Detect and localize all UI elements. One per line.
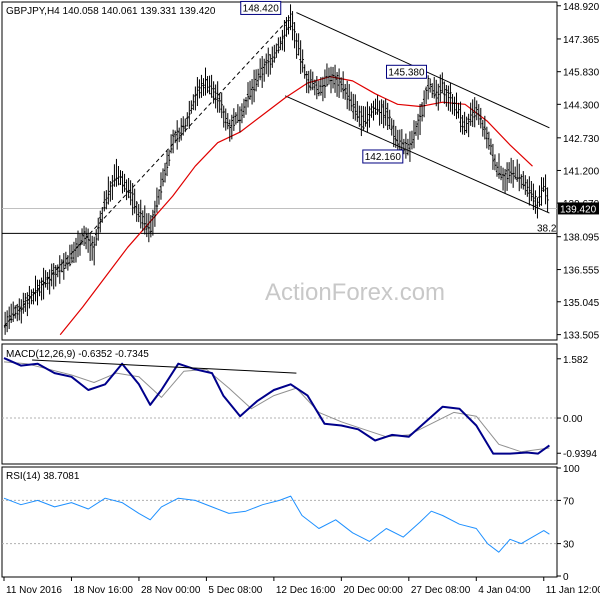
x-tick-label: 27 Dec 08:00 xyxy=(411,585,471,596)
price-annotation-label: 148.420 xyxy=(243,3,280,14)
rsi-y-tick-label: 30 xyxy=(563,540,575,551)
macd-y-axis: 1.582 0.00 -0.9394 xyxy=(557,355,597,460)
price-y-axis: 133.505135.045136.555138.095139.670141.2… xyxy=(557,2,600,342)
rsi-y-axis: 100 70 30 0 xyxy=(557,464,580,583)
rsi-panel-title: RSI(14) 38.7081 xyxy=(6,471,80,482)
channel-lower-line xyxy=(284,95,550,214)
watermark: ActionForex.com xyxy=(265,279,445,306)
fib-level-label: 38.2 xyxy=(537,223,557,234)
macd-marks xyxy=(2,357,557,455)
x-tick-label: 12 Dec 16:00 xyxy=(276,585,336,596)
price-y-tick-label: 145.830 xyxy=(563,68,600,79)
macd-y-tick-label: -0.9394 xyxy=(563,449,597,460)
price-y-tick-label: 138.095 xyxy=(563,233,600,244)
price-y-tick-label: 135.045 xyxy=(563,298,600,309)
price-panel: ActionForex.com 38.2 148.420 145.380 142.16… xyxy=(1,0,600,342)
price-y-tick-label: 147.365 xyxy=(563,35,600,46)
macd-line xyxy=(3,357,550,455)
price-y-tick-label: 148.920 xyxy=(563,2,600,13)
x-tick-label: 4 Jan 04:00 xyxy=(478,585,531,596)
macd-trendline xyxy=(32,359,297,374)
price-marks: 38.2 148.420 145.380 142.160 xyxy=(2,0,557,336)
price-annotation-box xyxy=(385,64,427,79)
price-y-tick-label: 141.200 xyxy=(563,166,600,177)
macd-signal-line xyxy=(3,361,550,453)
x-tick-label: 20 Dec 00:00 xyxy=(343,585,403,596)
price-annotation-label: 142.160 xyxy=(365,152,402,163)
last-price-marker xyxy=(558,202,599,215)
price-annotation-box xyxy=(362,149,404,164)
price-annotation-box xyxy=(240,0,282,15)
price-y-tick-label: 142.730 xyxy=(563,134,600,145)
x-tick-label: 11 Nov 2016 xyxy=(6,585,62,596)
macd-y-tick-label: 0.00 xyxy=(563,414,583,425)
time-axis: 11 Nov 2016 18 Nov 16:00 28 Nov 00:00 5 Dec… xyxy=(3,577,600,596)
rsi-marks xyxy=(2,495,557,553)
x-tick-label: 11 Jan 12:00 xyxy=(546,585,600,596)
price-y-tick-label: 136.555 xyxy=(563,266,600,277)
macd-y-tick-label: 1.582 xyxy=(563,355,588,366)
rsi-y-tick-label: 100 xyxy=(563,464,580,475)
price-annotation-label: 145.380 xyxy=(388,67,425,78)
x-tick-label: 28 Nov 00:00 xyxy=(141,585,201,596)
price-y-tick-label: 133.505 xyxy=(563,331,600,342)
rsi-y-tick-label: 70 xyxy=(563,496,575,507)
price-panel-title: GBPJPY,H4 140.058 140.061 139.331 139.42… xyxy=(6,6,216,17)
rsi-panel: 100 70 30 0 RSI(14) 38.7081 xyxy=(1,464,580,583)
last-price-label: 139.420 xyxy=(560,204,597,215)
x-tick-label: 18 Nov 16:00 xyxy=(73,585,133,596)
rsi-line xyxy=(3,495,550,553)
macd-panel: 1.582 0.00 -0.9394 MACD(12,26,9) -0.6352 -… xyxy=(1,343,597,465)
macd-panel-title: MACD(12,26,9) -0.6352 -0.7345 xyxy=(6,349,149,360)
x-tick-label: 5 Dec 08:00 xyxy=(208,585,262,596)
price-y-tick-label: 144.300 xyxy=(563,100,600,111)
rsi-y-tick-label: 0 xyxy=(563,572,569,583)
